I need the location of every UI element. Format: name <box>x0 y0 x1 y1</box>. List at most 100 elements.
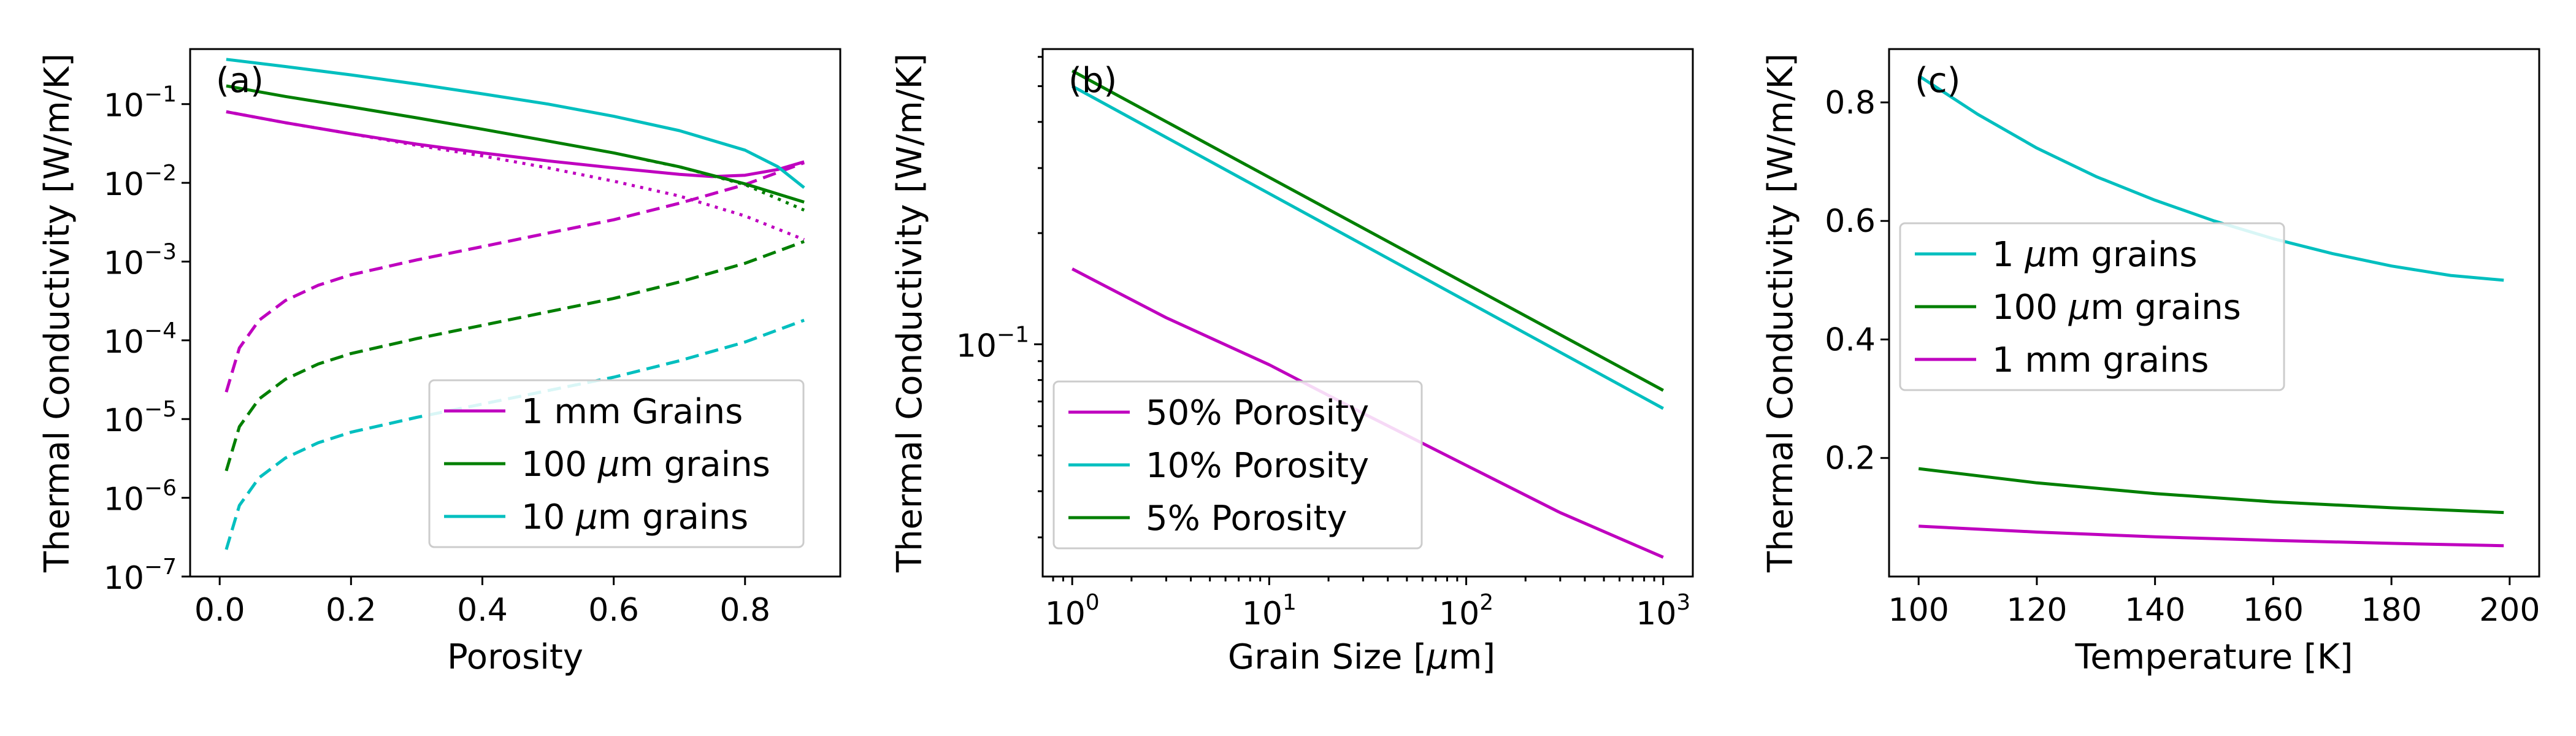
panel-c-legend-label: 1 μm grains <box>1992 235 2198 275</box>
panel-a-ytick-label-exponent: −4 <box>144 318 177 343</box>
panel-b-legend-label-text: 50% Porosity <box>1146 393 1369 433</box>
panel-c-series <box>1917 74 2504 548</box>
panel-a-ytick-label: 10−4 <box>104 318 177 361</box>
panel-b-xlabel-pre: Grain Size [ <box>1228 637 1427 677</box>
panel-b-xtick-label-exponent: 2 <box>1479 590 1493 615</box>
panel-b-legend-label: 10% Porosity <box>1146 446 1369 486</box>
panel-b-xtick-label-base: 10 <box>1439 596 1479 632</box>
panel-b-ytick-label: 10−1 <box>956 322 1029 364</box>
panel-b-xlabel: Grain Size [μm] <box>1228 637 1495 677</box>
panel-a-ytick-label: 10−6 <box>104 476 177 518</box>
panel-c-ytick-label: 0.4 <box>1825 321 1876 358</box>
panel-b-xtick-label-exponent: 1 <box>1282 590 1297 615</box>
panel-a-series <box>224 58 805 550</box>
panel-a-ytick-label-base: 10 <box>104 402 144 439</box>
panel-a-ylabel: Thermal Conductivity [W/m/K] <box>37 53 77 573</box>
panel-b-series-1-line <box>1071 85 1664 410</box>
panel-a-ytick-label-exponent: −5 <box>144 397 177 422</box>
panel-b-legend-label: 5% Porosity <box>1146 499 1347 539</box>
panel-c-xtick-label: 180 <box>2361 592 2421 629</box>
panel-a-legend-label-text: 100 <box>521 445 598 485</box>
panel-a-xlabel: Porosity <box>447 637 583 677</box>
panel-c-label: (c) <box>1915 61 1960 101</box>
panel-c-legend-box <box>1899 222 2285 391</box>
panel-b-xtick-label-base: 10 <box>1045 596 1086 632</box>
panel-b-legend-box <box>1052 380 1423 550</box>
panel-a-ytick-label-exponent: −1 <box>144 82 177 107</box>
panel-a-ytick-label-base: 10 <box>104 560 144 597</box>
panel-b-axes-frame <box>1041 48 1694 578</box>
panel-a-series-2-line <box>224 161 805 393</box>
panel-a-legend-label-mu: μ <box>597 445 620 485</box>
panel-a-legend-label: 100 μm grains <box>521 445 770 485</box>
panel-a-ticks: 0.0 0.2 0.4 0.6 0.810−710−610−510−410−310−21… <box>104 82 770 629</box>
panel-a-legend-label-unit: m grains <box>598 497 748 537</box>
panel-c-series-1-line <box>1918 467 2504 515</box>
panel-c-legend-label-unit: m grains <box>2047 235 2197 275</box>
panel-c-axes-frame <box>1888 48 2540 578</box>
panel-a-ytick-label: 10−1 <box>104 82 177 125</box>
panel-a-xtick-label: 0.0 <box>194 592 245 629</box>
panel-c-xtick-label: 140 <box>2125 592 2185 629</box>
panel-a-ytick-label: 10−7 <box>104 554 177 597</box>
panel-a-ytick-label-base: 10 <box>104 324 144 361</box>
panel-a-legend-label-unit: m grains <box>619 445 770 485</box>
panel-b-legend: 50% Porosity 10% Porosity 5% Porosity <box>1052 380 1423 550</box>
panel-a: 0.0 0.2 0.4 0.6 0.810−710−610−510−410−310−21… <box>37 48 841 677</box>
panel-a-axes-frame <box>189 48 841 578</box>
panel-a-series-0-line <box>226 110 805 178</box>
panel-a-legend-label: 1 mm Grains <box>521 392 743 432</box>
panel-b-legend-label-text: 10% Porosity <box>1146 446 1369 486</box>
panel-b-xtick-label-base: 10 <box>1636 596 1676 632</box>
panel-b-xlabel-mu: μ <box>1426 637 1449 677</box>
panel-a-series-5-line <box>224 240 805 472</box>
panel-b-xtick-label: 101 <box>1242 590 1297 632</box>
panel-a-ytick-label-exponent: −3 <box>144 239 177 264</box>
panel-a-xtick-label: 0.8 <box>719 592 770 629</box>
panel-c-ytick-label: 0.8 <box>1825 85 1876 121</box>
panel-b-ylabel: Thermal Conductivity [W/m/K] <box>890 53 930 573</box>
panel-a-ytick-label-base: 10 <box>104 245 144 282</box>
panel-b-label: (b) <box>1068 61 1117 101</box>
panel-a-xtick-label: 0.4 <box>457 592 508 629</box>
panel-c-series-2-line <box>1919 524 2504 548</box>
panel-a-legend-box <box>428 379 805 548</box>
panel-c: 100 120 140 160 180 200 0.2 0.4 0.6 0.8 (c) Tempe… <box>1761 48 2540 677</box>
panel-c-legend-label-text: 100 <box>1992 288 2069 328</box>
panel-c-xtick-label: 120 <box>2006 592 2067 629</box>
panel-a-ytick-label: 10−3 <box>104 239 177 282</box>
panel-c-legend-label-mu: μ <box>2024 235 2047 275</box>
panel-a-ytick-label-base: 10 <box>104 481 144 518</box>
panel-a-series-3-line <box>226 84 805 204</box>
panel-c-series-0-line <box>1917 74 2504 282</box>
panel-a-legend-label-mu: μ <box>575 497 598 537</box>
panel-b-xtick-label-exponent: 0 <box>1086 590 1100 615</box>
panel-b-ytick-label-base: 10 <box>956 328 997 364</box>
panel-a-xtick-label: 0.2 <box>326 592 377 629</box>
panel-b-legend-label: 50% Porosity <box>1146 393 1369 433</box>
panel-c-xlabel: Temperature [K] <box>2075 637 2353 677</box>
panel-c-ytick-label: 0.6 <box>1825 203 1876 240</box>
panel-b-xtick-label: 100 <box>1045 590 1100 632</box>
panel-a-legend-label: 10 μm grains <box>521 497 748 537</box>
panel-a-series-7-line <box>224 318 805 550</box>
panel-a-ytick-label-exponent: −7 <box>144 554 177 580</box>
panel-c-ytick-label: 0.2 <box>1825 440 1876 477</box>
panel-a-ytick-label-exponent: −2 <box>144 161 177 186</box>
panel-b-xtick-label-base: 10 <box>1242 596 1282 632</box>
panel-a-xtick-label: 0.6 <box>588 592 639 629</box>
panel-c-ticks: 100 120 140 160 180 200 0.2 0.4 0.6 0.8 <box>1825 85 2540 629</box>
panel-a-legend-label-text: 1 mm Grains <box>521 392 743 432</box>
panel-b-xtick-label: 103 <box>1636 590 1690 632</box>
panel-a-ytick-label: 10−2 <box>104 161 177 203</box>
panel-c-legend-label-text: 1 mm grains <box>1992 340 2209 380</box>
panel-a-legend-label-text: 10 <box>521 497 576 537</box>
panel-c-ylabel: Thermal Conductivity [W/m/K] <box>1761 53 1801 573</box>
panel-c-legend-label-unit: m grains <box>2090 288 2241 328</box>
panel-a-ytick-label-base: 10 <box>104 88 144 125</box>
panel-c-legend-label-mu: μ <box>2068 288 2091 328</box>
